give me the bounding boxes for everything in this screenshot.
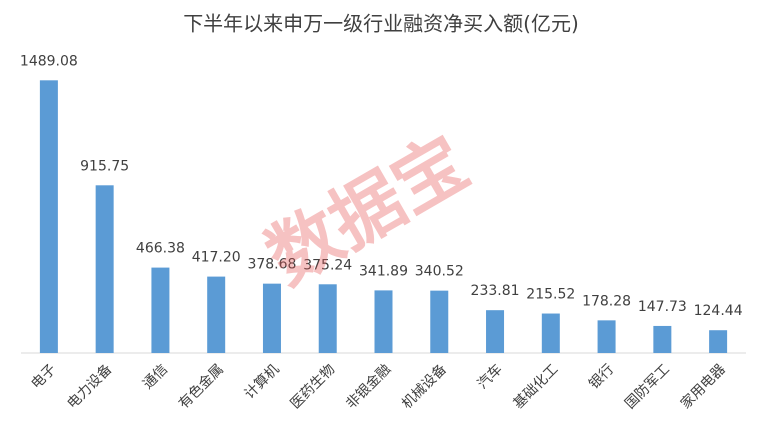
bar (486, 310, 505, 353)
bar (39, 80, 58, 353)
bar (597, 320, 616, 353)
bar (151, 267, 170, 353)
bar (318, 284, 337, 353)
bar (430, 290, 449, 353)
value-label: 417.20 (192, 250, 241, 266)
bar (207, 276, 226, 353)
value-label: 378.68 (247, 257, 296, 273)
value-label: 341.89 (359, 263, 408, 279)
bar (262, 283, 281, 353)
value-label: 178.28 (582, 293, 631, 309)
value-label: 1489.08 (20, 53, 78, 69)
bar (374, 290, 393, 353)
bar (541, 313, 560, 353)
value-label: 233.81 (471, 283, 520, 299)
value-label: 124.44 (694, 303, 743, 319)
bar (95, 185, 114, 353)
value-label: 915.75 (80, 158, 129, 174)
chart-title: 下半年以来申万一级行业融资净买入额(亿元) (183, 12, 579, 36)
bar (653, 325, 672, 353)
value-label: 215.52 (526, 287, 575, 303)
value-label: 375.24 (303, 257, 352, 273)
value-label: 340.52 (415, 264, 464, 280)
bar (709, 330, 728, 353)
value-label: 466.38 (136, 241, 185, 257)
value-label: 147.73 (638, 299, 687, 315)
